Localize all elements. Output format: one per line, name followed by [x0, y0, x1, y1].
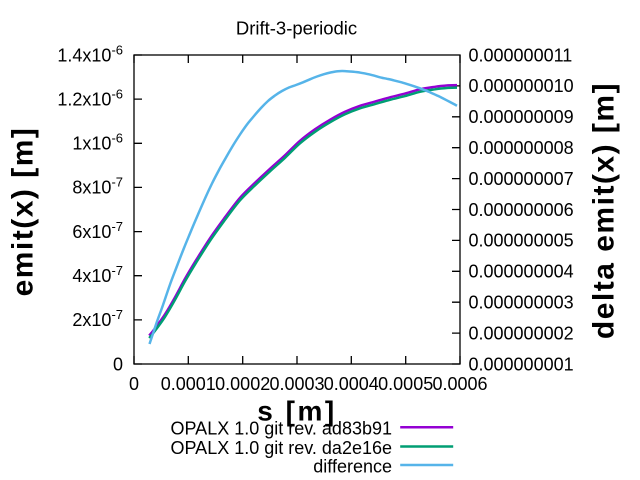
svg-text:0.0001: 0.0001 — [161, 374, 216, 394]
svg-text:0.0005: 0.0005 — [378, 374, 433, 394]
svg-text:OPALX 1.0 git rev. da2e16e: OPALX 1.0 git rev. da2e16e — [171, 438, 392, 458]
svg-text:6x10-7: 6x10-7 — [72, 219, 123, 242]
svg-text:0.000000006: 0.000000006 — [469, 200, 574, 220]
svg-text:0: 0 — [129, 374, 139, 394]
svg-text:0.000000011: 0.000000011 — [469, 45, 573, 65]
svg-text:0.0002: 0.0002 — [215, 374, 270, 394]
svg-text:OPALX 1.0 git rev. ad83b91: OPALX 1.0 git rev. ad83b91 — [171, 419, 392, 439]
svg-text:1.2x10-6: 1.2x10-6 — [57, 86, 123, 109]
svg-text:2x10-7: 2x10-7 — [72, 307, 123, 330]
svg-text:8x10-7: 8x10-7 — [72, 175, 123, 198]
svg-text:1.4x10-6: 1.4x10-6 — [57, 42, 123, 65]
svg-text:0.000000005: 0.000000005 — [469, 231, 574, 251]
svg-text:0.0003: 0.0003 — [269, 374, 324, 394]
svg-text:0.000000008: 0.000000008 — [469, 138, 574, 158]
svg-text:0.000000004: 0.000000004 — [469, 262, 574, 282]
svg-text:0.0006: 0.0006 — [432, 374, 487, 394]
svg-text:4x10-7: 4x10-7 — [72, 263, 123, 286]
svg-text:0.000000001: 0.000000001 — [469, 354, 574, 374]
svg-text:emit(x) [m]: emit(x) [m] — [7, 127, 40, 297]
svg-text:s [m]: s [m] — [257, 395, 336, 426]
svg-text:0.000000002: 0.000000002 — [469, 323, 574, 343]
svg-text:0.000000009: 0.000000009 — [469, 107, 574, 127]
svg-text:0.000000010: 0.000000010 — [469, 76, 574, 96]
svg-text:difference: difference — [313, 457, 392, 477]
svg-text:1x10-6: 1x10-6 — [72, 131, 123, 154]
svg-text:0: 0 — [113, 354, 123, 374]
svg-text:delta emit(x) [m]: delta emit(x) [m] — [588, 82, 621, 339]
svg-text:Drift-3-periodic: Drift-3-periodic — [236, 18, 357, 39]
svg-text:0.000000003: 0.000000003 — [469, 293, 574, 313]
svg-text:0.0004: 0.0004 — [324, 374, 379, 394]
svg-text:0.000000007: 0.000000007 — [469, 169, 574, 189]
